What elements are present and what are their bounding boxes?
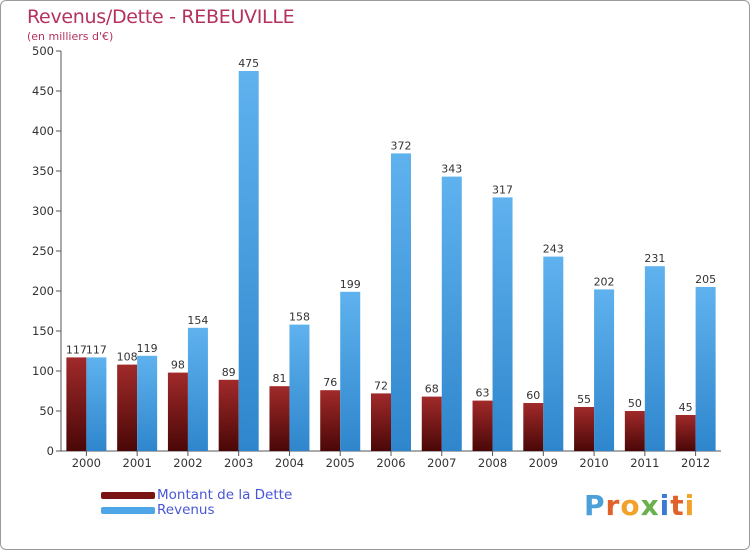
logo-letter: r xyxy=(605,489,621,522)
legend-label-dette: Montant de la Dette xyxy=(157,487,293,503)
data-label-dette: 98 xyxy=(171,359,185,372)
bar-revenus xyxy=(137,355,158,451)
x-tick-label: 2004 xyxy=(275,456,304,470)
logo-letter: P xyxy=(584,489,606,522)
data-label-dette: 45 xyxy=(679,401,693,414)
x-tick-label: 2002 xyxy=(173,456,202,470)
data-label-dette: 63 xyxy=(476,387,490,400)
bar-revenus xyxy=(391,153,411,451)
data-label-revenus: 199 xyxy=(340,278,361,291)
data-label-revenus: 119 xyxy=(137,342,158,355)
proxiti-logo: Proxiti xyxy=(584,489,695,522)
bar-revenus xyxy=(594,289,615,451)
bar-dette xyxy=(421,396,442,451)
y-tick-label: 500 xyxy=(32,44,54,58)
logo-letter: x xyxy=(640,489,660,522)
data-label-revenus: 372 xyxy=(391,139,412,152)
y-tick-label: 100 xyxy=(32,364,54,378)
y-tick-label: 400 xyxy=(32,124,54,138)
data-label-revenus: 205 xyxy=(695,273,716,286)
x-tick-label: 2007 xyxy=(427,456,456,470)
data-label-revenus: 243 xyxy=(543,243,564,256)
bar-dette xyxy=(320,390,341,451)
bar-revenus xyxy=(187,327,208,451)
x-tick-label: 2000 xyxy=(72,456,101,470)
data-label-dette: 68 xyxy=(425,383,439,396)
y-tick-label: 300 xyxy=(32,204,54,218)
chart-subtitle: (en milliers d'€) xyxy=(27,30,114,43)
data-label-revenus: 117 xyxy=(86,343,107,356)
x-tick-label: 2008 xyxy=(478,456,507,470)
data-label-dette: 60 xyxy=(526,389,540,402)
data-label-dette: 117 xyxy=(66,343,87,356)
x-tick-label: 2011 xyxy=(630,456,659,470)
bar-revenus xyxy=(340,291,361,451)
x-tick-label: 2001 xyxy=(123,456,152,470)
data-label-revenus: 202 xyxy=(594,275,615,288)
y-tick-label: 250 xyxy=(32,244,54,258)
data-label-revenus: 475 xyxy=(238,57,259,70)
y-tick-label: 450 xyxy=(32,84,54,98)
legend: Montant de la Dette Revenus xyxy=(101,488,292,518)
bar-dette xyxy=(574,407,595,451)
data-label-dette: 108 xyxy=(117,351,138,364)
legend-swatch-revenus xyxy=(101,506,155,514)
bar-revenus xyxy=(695,287,716,451)
data-label-revenus: 158 xyxy=(289,311,310,324)
bar-dette xyxy=(218,379,239,451)
data-label-revenus: 317 xyxy=(492,183,513,196)
data-label-dette: 81 xyxy=(272,372,286,385)
x-tick-label: 2009 xyxy=(529,456,558,470)
y-tick-label: 50 xyxy=(39,404,54,418)
x-tick-label: 2003 xyxy=(224,456,253,470)
bar-revenus xyxy=(86,357,107,451)
data-label-dette: 89 xyxy=(222,366,236,379)
x-tick-label: 2006 xyxy=(376,456,405,470)
bar-dette xyxy=(523,403,544,451)
y-tick-label: 350 xyxy=(32,164,54,178)
data-label-revenus: 231 xyxy=(644,252,665,265)
bar-dette xyxy=(269,386,290,451)
logo-letter: o xyxy=(620,489,641,522)
y-tick-label: 200 xyxy=(32,284,54,298)
logo-letter: i xyxy=(684,489,696,522)
data-label-revenus: 154 xyxy=(187,314,208,327)
bar-revenus xyxy=(644,266,665,451)
data-label-revenus: 343 xyxy=(441,163,462,176)
bar-dette xyxy=(117,364,138,451)
y-tick-label: 150 xyxy=(32,324,54,338)
bar-revenus xyxy=(238,71,259,451)
legend-swatch-dette xyxy=(101,491,155,499)
data-label-dette: 55 xyxy=(577,393,591,406)
logo-letter: t xyxy=(670,489,685,522)
x-tick-label: 2005 xyxy=(326,456,355,470)
y-tick-label: 0 xyxy=(47,444,54,458)
bar-revenus xyxy=(441,176,462,451)
legend-item-revenus: Revenus xyxy=(101,503,292,518)
bar-revenus xyxy=(289,324,310,451)
bar-dette xyxy=(66,357,87,451)
data-label-dette: 50 xyxy=(628,397,642,410)
bar-dette xyxy=(624,411,645,451)
legend-label-revenus: Revenus xyxy=(157,502,215,518)
logo-letter: i xyxy=(659,489,671,522)
bar-dette xyxy=(371,393,391,451)
legend-item-dette: Montant de la Dette xyxy=(101,488,292,503)
x-tick-label: 2010 xyxy=(579,456,608,470)
chart-title: Revenus/Dette - REBEUVILLE xyxy=(27,6,295,28)
bar-dette xyxy=(675,415,696,451)
bar-dette xyxy=(472,400,493,451)
bar-dette xyxy=(167,372,188,451)
bar-revenus xyxy=(543,256,564,451)
data-label-dette: 72 xyxy=(374,379,388,392)
data-label-dette: 76 xyxy=(323,376,337,389)
x-tick-label: 2012 xyxy=(681,456,710,470)
bar-revenus xyxy=(492,197,513,451)
